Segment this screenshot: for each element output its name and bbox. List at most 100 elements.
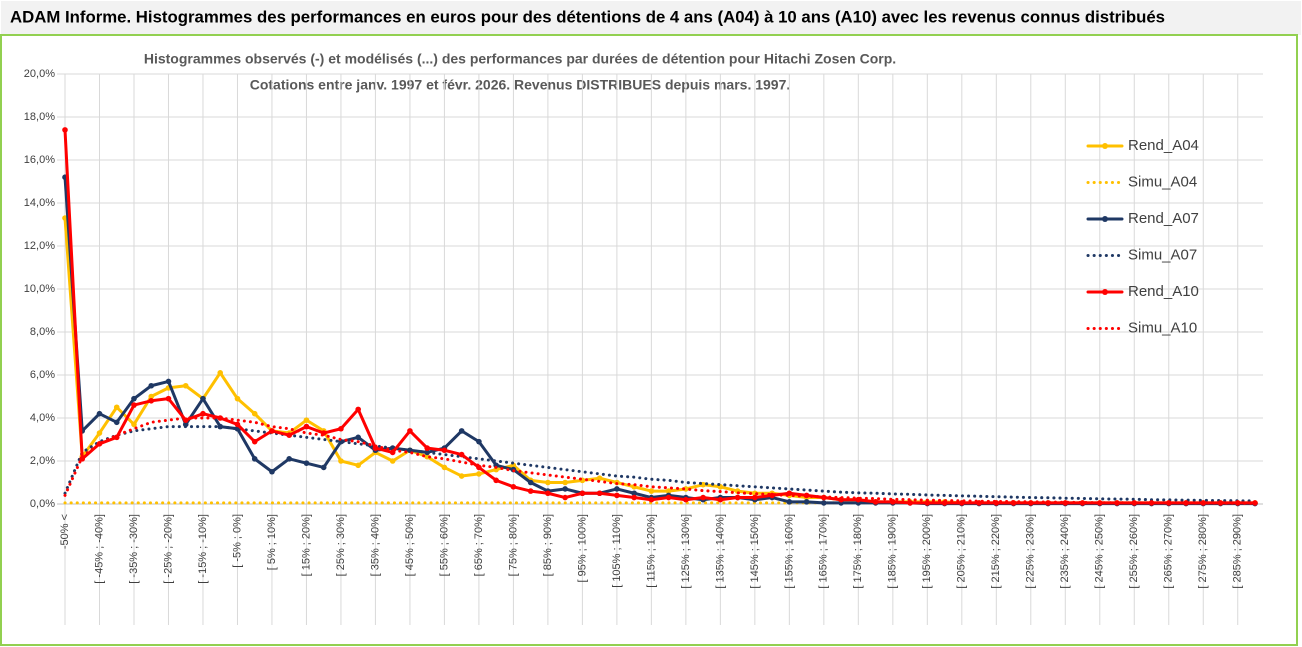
data-point <box>251 438 258 445</box>
data-point <box>113 434 120 441</box>
x-tick-label: [ 225% ; 230%] <box>1025 514 1037 589</box>
data-point <box>562 479 568 486</box>
data-point <box>113 404 120 411</box>
x-tick-label: [ 205% ; 210%] <box>956 514 968 589</box>
legend-label: Simu_A04 <box>1128 173 1197 190</box>
data-point <box>976 500 982 506</box>
data-point <box>476 471 482 477</box>
y-tick-label: 20,0% <box>24 68 55 80</box>
data-point <box>303 423 310 430</box>
frame <box>0 34 1298 646</box>
x-tick-label: -50% < <box>59 514 71 549</box>
legend-label: Rend_A07 <box>1128 210 1199 227</box>
x-tick-label: [ -25% ; -20%] <box>162 514 174 584</box>
x-tick-label: [ 245% ; 250%] <box>1094 514 1106 589</box>
data-point <box>545 479 551 486</box>
x-tick-label: [ -35% ; -30%] <box>128 514 140 584</box>
data-point <box>441 447 448 454</box>
data-point <box>338 458 344 464</box>
data-point <box>148 398 155 404</box>
data-point <box>924 500 931 506</box>
x-tick-label: [ 285% ; 290%] <box>1232 514 1244 589</box>
y-tick-label: 0,0% <box>30 498 55 510</box>
data-point <box>286 432 293 439</box>
data-point <box>631 494 637 501</box>
data-point <box>131 421 137 428</box>
x-tick-label: [ -45% ; -40%] <box>93 514 105 584</box>
chart-subtitle: Histogrammes observés (-) et modélisés (… <box>144 51 896 67</box>
chart-subtitle: Cotations entre janv. 1997 et févr. 2026… <box>250 77 791 93</box>
data-point <box>907 500 913 506</box>
data-point <box>734 494 741 501</box>
data-point <box>355 462 361 469</box>
data-point <box>769 492 775 499</box>
data-point <box>596 490 603 497</box>
data-point <box>303 460 310 466</box>
data-point <box>165 378 172 385</box>
data-point <box>303 417 310 423</box>
data-point <box>803 499 810 505</box>
data-point <box>631 490 637 497</box>
x-tick-label: [ 195% ; 200%] <box>921 514 933 589</box>
x-tick-label: [ 105% ; 110%] <box>611 514 623 588</box>
legend-marker <box>1102 216 1108 222</box>
y-tick-label: 18,0% <box>24 111 55 123</box>
data-point <box>217 370 224 376</box>
data-point <box>493 477 499 484</box>
data-point <box>286 456 293 462</box>
data-point <box>113 419 120 426</box>
y-tick-label: 12,0% <box>24 240 55 252</box>
data-point <box>96 410 103 417</box>
data-point <box>752 494 758 501</box>
x-tick-label: [ 95% ; 100%] <box>576 514 588 583</box>
x-tick-label: [ 215% ; 220%] <box>990 514 1002 589</box>
legend-marker <box>1102 289 1108 295</box>
data-point <box>614 492 620 499</box>
data-point <box>458 451 465 458</box>
data-point <box>407 428 413 434</box>
data-point <box>234 395 241 402</box>
x-tick-label: [ 275% ; 280%] <box>1197 514 1209 589</box>
data-point <box>683 496 689 503</box>
x-tick-label: [ 145% ; 150%] <box>749 514 761 589</box>
data-point <box>579 490 586 497</box>
data-point <box>458 428 465 434</box>
y-tick-label: 8,0% <box>30 326 55 338</box>
y-tick-label: 10,0% <box>24 283 55 295</box>
data-point <box>545 490 551 497</box>
data-point <box>510 484 517 490</box>
x-tick-label: [ 45% ; 50%] <box>404 514 416 576</box>
legend-label: Simu_A07 <box>1128 246 1197 263</box>
data-point <box>562 494 568 501</box>
data-point <box>355 406 361 413</box>
title-bar <box>1 1 1301 35</box>
data-point <box>355 434 361 441</box>
legend-label: Simu_A10 <box>1128 319 1197 336</box>
y-tick-label: 16,0% <box>24 154 55 166</box>
x-tick-label: [ 175% ; 180%] <box>852 514 864 589</box>
x-tick-label: [ 185% ; 190%] <box>887 514 899 589</box>
data-point <box>786 499 793 505</box>
data-point <box>527 479 534 486</box>
x-tick-label: [ 135% ; 140%] <box>714 514 726 589</box>
data-point <box>527 488 534 494</box>
y-tick-label: 4,0% <box>30 412 55 424</box>
data-point <box>165 395 172 402</box>
series-line <box>63 425 1257 503</box>
data-point <box>596 475 603 482</box>
data-point <box>562 486 568 492</box>
data-point <box>821 500 827 506</box>
y-tick-label: 14,0% <box>24 197 55 209</box>
chart-title: ADAM Informe. Histogrammes des performan… <box>10 7 1165 26</box>
x-tick-label: [ 265% ; 270%] <box>1163 514 1175 589</box>
data-point <box>648 496 655 503</box>
data-point <box>458 473 465 479</box>
data-point <box>1183 500 1189 506</box>
data-point <box>700 494 706 501</box>
data-point <box>200 395 206 402</box>
y-tick-label: 6,0% <box>30 369 55 381</box>
x-tick-label: [ 35% ; 40%] <box>369 514 381 576</box>
data-point <box>665 494 672 501</box>
x-tick-label: [ 235% ; 240%] <box>1059 514 1071 589</box>
